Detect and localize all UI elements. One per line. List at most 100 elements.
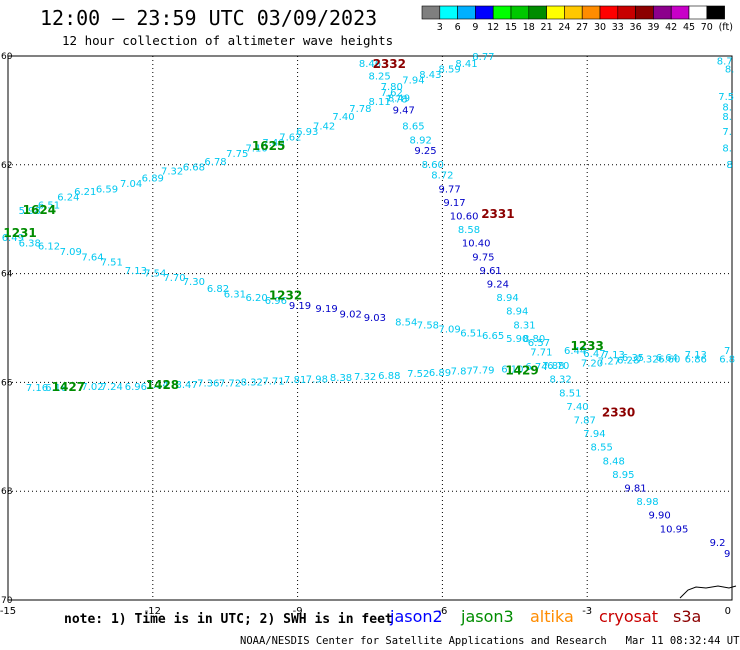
- legend-swatch: [475, 5, 494, 20]
- legend-label: 36: [630, 22, 642, 33]
- legend-label: 12: [487, 22, 499, 33]
- wave-height-label: 8.32: [241, 377, 263, 388]
- legend-swatch: [457, 5, 476, 20]
- latitude-tick-label: 60: [1, 52, 13, 62]
- legend-label: 6: [455, 22, 461, 33]
- wave-height-label: 6.24: [57, 192, 79, 203]
- wave-height-label: 6.60: [658, 355, 680, 366]
- time-labels: 1624 1231 1625 2332 2331 1232 1233 1427 1428 1429…: [3, 57, 635, 419]
- legend-unit: (ft): [719, 22, 733, 33]
- wave-height-label: 8.49: [388, 93, 410, 104]
- wave-height-label: 7.16: [26, 383, 48, 394]
- wave-height-label: 8.77: [472, 52, 494, 63]
- legend-label: 24: [558, 22, 570, 33]
- pass-time-label: 2330: [602, 405, 635, 419]
- wave-height-label: 7.10: [245, 143, 267, 154]
- generated-timestamp: Mar 11 08:32:44 UTC 2023: [625, 635, 740, 647]
- legend-label: 39: [647, 22, 659, 33]
- longitude-tick-label: -12: [145, 606, 161, 617]
- wave-height-label: 7.20: [581, 358, 603, 369]
- satellite-cryosat-label: cryosat: [599, 607, 659, 626]
- wave-height-label: 6.44: [564, 346, 586, 357]
- legend-label: 21: [541, 22, 553, 33]
- legend-label: 70: [701, 22, 713, 33]
- wave-height-label: 9.61: [480, 266, 502, 277]
- latitude-tick-label: 66: [1, 378, 13, 388]
- wave-height-label: 7.13: [603, 350, 625, 361]
- wave-height-label: 7.51: [101, 258, 123, 269]
- wave-height-label: 6.38: [19, 239, 41, 250]
- wave-height-label: 7.62: [279, 133, 301, 144]
- wave-height-label: 6.96: [125, 382, 147, 393]
- wave-height-label: 7.78: [385, 95, 407, 106]
- wave-height-label: 8.: [725, 65, 735, 76]
- wave-height-label: 5.90: [506, 334, 528, 345]
- wave-height-label: 6.82: [207, 284, 229, 295]
- wave-height-label: 7.09: [60, 247, 82, 258]
- wave-height-label: 6.93: [296, 127, 318, 138]
- wave-height-label: 6.28: [617, 356, 639, 367]
- wave-height-label: 8.94: [496, 293, 518, 304]
- wave-height-label: 7.62: [381, 88, 403, 99]
- wave-height-label: 8.38: [330, 373, 352, 384]
- wave-height-label: 9.03: [364, 313, 386, 324]
- wave-height-label: 7.13: [125, 266, 147, 277]
- legend-label: 3: [437, 22, 443, 33]
- latitude-tick-label: 70: [1, 596, 13, 606]
- wave-height-label: 7.24: [101, 382, 123, 393]
- wave-height-label: 7.94: [583, 429, 605, 440]
- wave-height-label: 7.: [722, 127, 732, 138]
- wave-height-label: 7.5: [718, 92, 734, 103]
- page-title: 12:00 – 23:59 UTC 03/09/2023: [40, 6, 378, 30]
- wave-height-label: 8.32: [550, 375, 572, 386]
- wave-height-label: 7.42: [313, 122, 335, 133]
- track-2332: 8.468.257.808.499.478.658.929.258.608.72…: [359, 59, 730, 560]
- longitude-tick-label: -15: [0, 606, 16, 617]
- wave-height-label: 10.40: [462, 239, 491, 250]
- wave-height-label: 6.8: [719, 355, 735, 366]
- legend-swatch: [670, 5, 690, 20]
- pass-time-label: 1624: [23, 203, 56, 217]
- coastline-path: [679, 585, 737, 599]
- wave-height-label: 7.30: [183, 277, 205, 288]
- legend-swatch: [492, 5, 512, 20]
- pass-time-label: 1428: [146, 378, 179, 392]
- wave-height-label: 7.13: [685, 350, 707, 361]
- wave-height-label: 7.36: [197, 378, 219, 389]
- pass-time-label: 1233: [570, 339, 603, 353]
- wave-height-label: 6.68: [183, 163, 205, 174]
- legend-swatch: [564, 5, 583, 20]
- latitude-tick-label: 68: [1, 487, 13, 497]
- wave-height-label: 6.65: [482, 331, 504, 342]
- wave-height-label: 8.: [722, 112, 732, 123]
- wave-height-label: 7.81: [284, 375, 306, 386]
- pass-time-label: 1232: [269, 288, 302, 302]
- legend-swatch: [653, 5, 672, 20]
- altimeter-tracks: 5.986.516.246.21 6.59 7.04 6.897.32 6.68 6.78…: [2, 52, 735, 560]
- wave-height-label: 9: [724, 549, 730, 560]
- wave-height-label: 6.35: [622, 353, 644, 364]
- pass-time-label: 1625: [252, 139, 285, 153]
- wave-height-label: 7.71: [530, 347, 552, 358]
- color-scale-legend: 3 6 9 12 15 18 21 24 27 30 33 36 39 42 45 70 (ft): [421, 5, 733, 33]
- satellite-altika-label: altika: [530, 607, 574, 626]
- legend-label: 33: [612, 22, 624, 33]
- wave-height-label: 7.52: [407, 369, 429, 380]
- page-subtitle: 12 hour collection of altimeter wave hei…: [62, 33, 394, 48]
- wave-height-label: 7.14: [146, 380, 168, 391]
- pass-time-label: 1427: [52, 380, 85, 394]
- legend-swatch: [439, 5, 458, 20]
- legend-swatch: [706, 5, 725, 20]
- pass-time-label: 1429: [505, 363, 538, 377]
- wave-height-label: 8.72: [431, 171, 453, 182]
- wave-height-label: 8.51: [559, 388, 581, 399]
- wave-height-label: 7.32: [636, 355, 658, 366]
- wave-height-label: 8.60: [422, 160, 444, 171]
- legend-swatch: [617, 5, 636, 20]
- wave-height-label: 6.89: [142, 173, 164, 184]
- wave-height-label: 6.31: [224, 289, 246, 300]
- wave-height-label: 8.41: [455, 59, 477, 70]
- legend-swatch: [635, 5, 654, 20]
- legend-swatch: [510, 5, 530, 20]
